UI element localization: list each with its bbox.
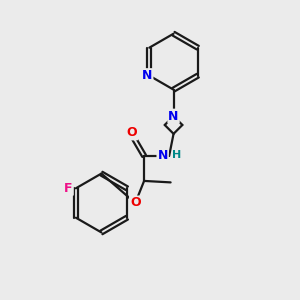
Text: O: O [130,196,141,209]
Text: N: N [142,69,152,82]
Text: H: H [172,150,181,160]
Text: F: F [64,182,73,195]
Text: N: N [158,149,168,162]
Text: N: N [168,110,179,123]
Text: O: O [126,126,137,140]
